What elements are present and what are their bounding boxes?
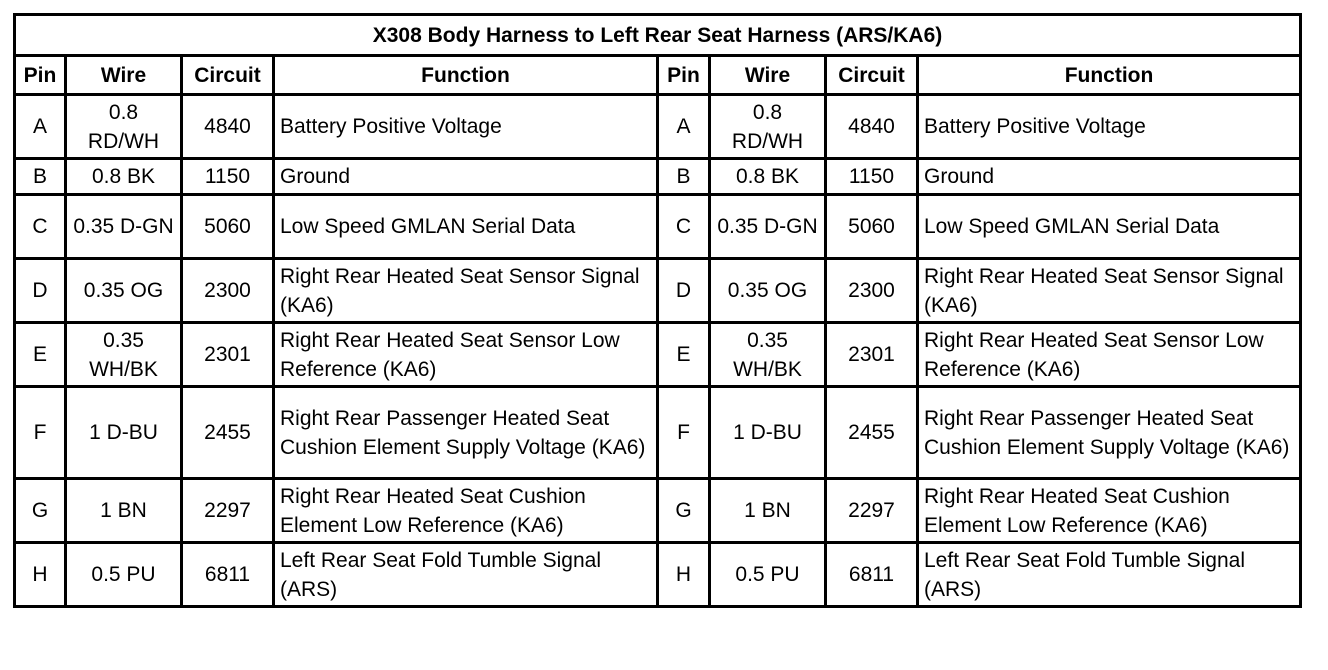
cell-function: Battery Positive Voltage: [915, 93, 1303, 160]
cell-function: Right Rear Heated Seat Cushion Element L…: [915, 477, 1303, 544]
header-pin: Pin: [656, 54, 711, 96]
cell-wire: 0.35 OG: [708, 257, 827, 324]
table-row: D 0.35 OG 2300 Right Rear Heated Seat Senso…: [13, 257, 1303, 324]
cell-function: Right Rear Heated Seat Sensor Low Refere…: [915, 321, 1303, 388]
cell-pin: A: [13, 93, 67, 160]
cell-pin: B: [13, 157, 67, 196]
cell-wire: 0.35 D-GN: [64, 193, 183, 260]
cell-circuit: 2455: [824, 385, 919, 480]
table-row: H 0.5 PU 6811 Left Rear Seat Fold Tumble Si…: [13, 541, 1303, 608]
cell-wire: 1 BN: [708, 477, 827, 544]
cell-pin: E: [656, 321, 711, 388]
cell-function: Left Rear Seat Fold Tumble Signal (ARS): [272, 541, 659, 608]
cell-circuit: 2297: [824, 477, 919, 544]
cell-pin: E: [13, 321, 67, 388]
cell-circuit: 1150: [180, 157, 275, 196]
cell-pin: H: [656, 541, 711, 608]
cell-function: Right Rear Passenger Heated Seat Cushion…: [915, 385, 1303, 480]
cell-function: Ground: [272, 157, 659, 196]
cell-circuit: 2297: [180, 477, 275, 544]
cell-wire: 0.5 PU: [64, 541, 183, 608]
cell-wire: 1 BN: [64, 477, 183, 544]
cell-pin: B: [656, 157, 711, 196]
header-pin: Pin: [13, 54, 67, 96]
cell-function: Battery Positive Voltage: [272, 93, 659, 160]
header-row: Pin Wire Circuit Function Pin Wire Circu…: [13, 54, 1303, 96]
cell-wire: 0.8 BK: [64, 157, 183, 196]
cell-pin: C: [656, 193, 711, 260]
cell-circuit: 2300: [180, 257, 275, 324]
cell-wire: 0.35 WH/BK: [64, 321, 183, 388]
cell-wire: 1 D-BU: [64, 385, 183, 480]
cell-circuit: 6811: [180, 541, 275, 608]
cell-circuit: 1150: [824, 157, 919, 196]
cell-function: Right Rear Passenger Heated Seat Cushion…: [272, 385, 659, 480]
cell-pin: H: [13, 541, 67, 608]
cell-function: Left Rear Seat Fold Tumble Signal (ARS): [915, 541, 1303, 608]
cell-wire: 0.35 OG: [64, 257, 183, 324]
cell-function: Right Rear Heated Seat Cushion Element L…: [272, 477, 659, 544]
table-title: X308 Body Harness to Left Rear Seat Harn…: [12, 13, 1303, 56]
cell-circuit: 2455: [180, 385, 275, 480]
table-row: C 0.35 D-GN 5060 Low Speed GMLAN Serial Dat…: [13, 193, 1303, 260]
cell-circuit: 4840: [180, 93, 275, 160]
cell-wire: 0.35 WH/BK: [708, 321, 827, 388]
cell-pin: G: [656, 477, 711, 544]
table-row: B 0.8 BK 1150 Ground B 0.8 BK 1150 Ground: [13, 157, 1303, 196]
cell-wire: 0.8 RD/WH: [708, 93, 827, 160]
cell-wire: 1 D-BU: [708, 385, 827, 480]
table-row: A 0.8 RD/WH 4840 Battery Positive Voltage A 0…: [13, 93, 1303, 160]
cell-wire: 0.5 PU: [708, 541, 827, 608]
connector-pinout-table: X308 Body Harness to Left Rear Seat Harn…: [12, 13, 1303, 608]
cell-function: Low Speed GMLAN Serial Data: [915, 193, 1303, 260]
cell-pin: A: [656, 93, 711, 160]
cell-function: Low Speed GMLAN Serial Data: [272, 193, 659, 260]
cell-wire: 0.35 D-GN: [708, 193, 827, 260]
cell-circuit: 4840: [824, 93, 919, 160]
cell-circuit: 5060: [180, 193, 275, 260]
cell-wire: 0.8 BK: [708, 157, 827, 196]
cell-function: Right Rear Heated Seat Sensor Low Refere…: [272, 321, 659, 388]
header-function: Function: [272, 54, 659, 96]
cell-function: Right Rear Heated Seat Sensor Signal (KA…: [915, 257, 1303, 324]
header-wire: Wire: [708, 54, 827, 96]
cell-pin: D: [656, 257, 711, 324]
header-circuit: Circuit: [824, 54, 919, 96]
cell-circuit: 5060: [824, 193, 919, 260]
cell-pin: C: [13, 193, 67, 260]
cell-pin: G: [13, 477, 67, 544]
cell-pin: F: [656, 385, 711, 480]
header-wire: Wire: [64, 54, 183, 96]
cell-circuit: 2301: [180, 321, 275, 388]
cell-circuit: 6811: [824, 541, 919, 608]
header-function: Function: [915, 54, 1303, 96]
cell-pin: F: [13, 385, 67, 480]
cell-wire: 0.8 RD/WH: [64, 93, 183, 160]
cell-circuit: 2301: [824, 321, 919, 388]
cell-function: Ground: [915, 157, 1303, 196]
header-circuit: Circuit: [180, 54, 275, 96]
cell-function: Right Rear Heated Seat Sensor Signal (KA…: [272, 257, 659, 324]
cell-circuit: 2300: [824, 257, 919, 324]
table-row: E 0.35 WH/BK 2301 Right Rear Heated Seat Se…: [13, 321, 1303, 388]
cell-pin: D: [13, 257, 67, 324]
